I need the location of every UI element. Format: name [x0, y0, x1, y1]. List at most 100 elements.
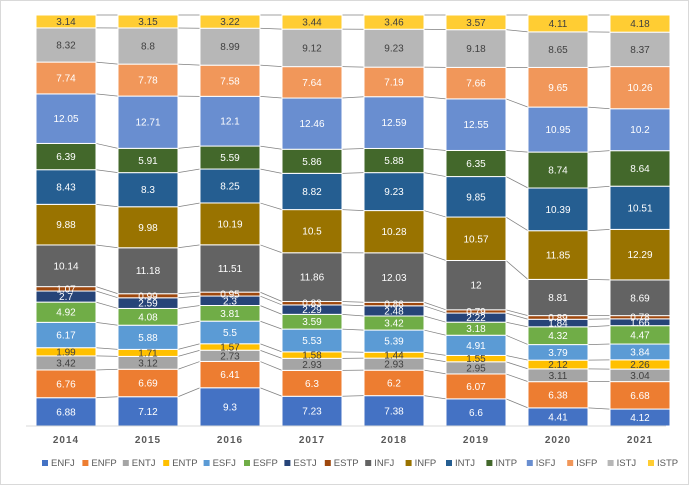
connector-isfp-2020-2021 [588, 67, 610, 68]
label-estp-2018: 0.86 [384, 300, 404, 311]
label-isfj-2014: 12.05 [53, 114, 78, 125]
connector-esfp-2015-2016 [178, 305, 200, 308]
x-tick-2020: 2020 [545, 435, 571, 446]
label-intj-2017: 8.82 [302, 187, 322, 198]
label-enfj-2017: 7.23 [302, 407, 322, 418]
connector-infj-2020-2021 [588, 279, 610, 280]
label-intp-2017: 5.86 [302, 157, 322, 168]
label-istp-2014: 3.14 [56, 17, 76, 28]
label-infj-2019: 12 [470, 281, 482, 292]
legend-swatch-entp [163, 460, 169, 466]
label-infj-2020: 8.81 [548, 293, 568, 304]
label-infp-2016: 10.19 [217, 219, 242, 230]
connector-esfp-2016-2017 [260, 305, 282, 314]
legend-label-isfj: ISFJ [536, 458, 556, 469]
label-infj-2016: 11.51 [218, 264, 243, 275]
label-entj-2020: 3.11 [549, 371, 568, 382]
label-esfj-2017: 5.53 [302, 336, 322, 347]
connector-intj-2014-2015 [96, 170, 118, 173]
connector-enfp-2019-2020 [506, 374, 528, 382]
label-entp-2016: 1.57 [220, 342, 240, 353]
connector-esfj-2019-2020 [506, 335, 528, 344]
connector-isfj-2017-2018 [342, 97, 364, 98]
label-esfp-2016: 3.81 [220, 309, 240, 320]
connector-estp-2018-2019 [424, 302, 446, 310]
connector-esfj-2015-2016 [178, 321, 200, 325]
label-enfj-2015: 7.12 [138, 407, 158, 418]
label-isfj-2019: 12.55 [463, 120, 488, 131]
connector-infj-2016-2017 [260, 245, 282, 253]
x-tick-2017: 2017 [299, 435, 325, 446]
x-tick-2018: 2018 [381, 435, 407, 446]
legend-swatch-infj [365, 460, 371, 466]
connector-infj-2015-2016 [178, 245, 200, 248]
connector-entp-2019-2020 [506, 355, 528, 360]
label-isfj-2016: 12.1 [220, 117, 240, 128]
label-entp-2020: 2.12 [548, 360, 568, 371]
connector-enfp-2018-2019 [424, 370, 446, 374]
connector-istj-2019-2020 [506, 30, 528, 32]
connector-enfj-2020-2021 [588, 408, 610, 409]
legend-swatch-estp [325, 460, 331, 466]
label-istj-2016: 8.99 [220, 42, 240, 53]
legend-swatch-istj [608, 460, 614, 466]
x-tick-2014: 2014 [53, 435, 79, 446]
connector-entj-2016-2017 [260, 350, 282, 358]
label-enfp-2019: 6.07 [466, 382, 486, 393]
label-intj-2020: 10.39 [545, 205, 570, 216]
label-intp-2016: 5.59 [220, 153, 240, 164]
label-enfp-2017: 6.3 [305, 379, 319, 390]
connector-esfj-2018-2019 [424, 330, 446, 335]
label-isfj-2021: 10.2 [630, 125, 650, 136]
label-estp-2017: 0.83 [302, 299, 322, 310]
label-istj-2018: 9.23 [384, 44, 404, 55]
label-entp-2015: 1.71 [138, 348, 158, 359]
connector-intj-2020-2021 [588, 186, 610, 188]
legend-swatch-intp [486, 460, 492, 466]
connector-estj-2018-2019 [424, 306, 446, 313]
connector-enfj-2015-2016 [178, 388, 200, 397]
legend-label-enfj: ENFJ [51, 458, 75, 469]
x-tick-2019: 2019 [463, 435, 489, 446]
connector-isfj-2014-2015 [96, 94, 118, 96]
label-esfj-2019: 4.91 [466, 341, 486, 352]
label-estp-2016: 0.95 [220, 290, 240, 301]
label-istj-2021: 8.37 [630, 45, 650, 56]
legend-label-isfp: ISFP [576, 458, 597, 469]
x-tick-2016: 2016 [217, 435, 243, 446]
label-esfp-2021: 4.47 [630, 330, 650, 341]
label-infp-2021: 12.29 [627, 250, 652, 261]
connector-estp-2015-2016 [178, 292, 200, 294]
label-isfp-2018: 7.19 [384, 77, 404, 88]
legend-swatch-isfj [527, 460, 533, 466]
label-enfj-2018: 7.38 [384, 406, 404, 417]
label-isfp-2017: 7.64 [302, 78, 322, 89]
label-istp-2019: 3.57 [466, 18, 486, 29]
legend-swatch-enfp [82, 460, 88, 466]
label-enfp-2016: 6.41 [220, 370, 240, 381]
connector-intp-2019-2020 [506, 150, 528, 152]
x-tick-2015: 2015 [135, 435, 161, 446]
label-istj-2015: 8.8 [141, 42, 155, 53]
legend-label-infp: INFP [415, 458, 437, 469]
connector-estp-2014-2015 [96, 287, 118, 294]
connector-entp-2018-2019 [424, 352, 446, 355]
label-enfp-2014: 6.76 [56, 379, 76, 390]
connector-infp-2020-2021 [588, 229, 610, 230]
connector-isfj-2018-2019 [424, 97, 446, 99]
connector-infp-2014-2015 [96, 204, 118, 206]
connector-enfj-2017-2018 [342, 396, 364, 397]
legend-swatch-intj [446, 460, 452, 466]
label-esfp-2015: 4.08 [138, 312, 158, 323]
connector-intp-2014-2015 [96, 143, 118, 148]
connector-intp-2018-2019 [424, 148, 446, 150]
legend-label-estp: ESTP [334, 458, 359, 469]
label-isfp-2014: 7.74 [56, 74, 76, 85]
label-enfp-2018: 6.2 [387, 378, 401, 389]
label-infj-2021: 8.69 [630, 293, 650, 304]
legend-swatch-esfp [244, 460, 250, 466]
connector-entj-2014-2015 [96, 356, 118, 357]
connector-estp-2019-2020 [506, 310, 528, 316]
